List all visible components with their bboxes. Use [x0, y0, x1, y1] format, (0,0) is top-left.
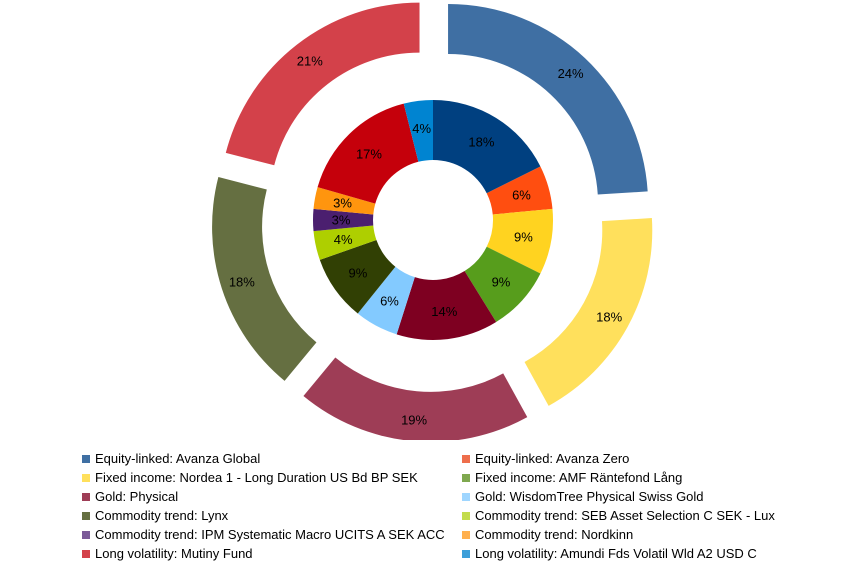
legend-swatch: [462, 549, 470, 558]
legend-entry: Equity-linked: Avanza Global: [82, 449, 462, 468]
legend-row: Commodity trend: IPM Systematic Macro UC…: [82, 525, 802, 544]
legend-entry: Fixed income: Nordea 1 - Long Duration U…: [82, 468, 462, 487]
outer-slice-5: [225, 2, 420, 166]
inner-slice-10: [313, 187, 376, 215]
inner-slice-8: [313, 225, 377, 260]
inner-slice-12: [403, 100, 433, 162]
legend-entry: Commodity trend: Nordkinn: [462, 525, 802, 544]
legend-entry: Long volatility: Amundi Fds Volatil Wld …: [462, 544, 802, 563]
inner-label-8: 4%: [334, 232, 353, 247]
legend-swatch: [462, 530, 470, 539]
legend-entry: Commodity trend: SEB Asset Selection C S…: [462, 506, 802, 525]
legend-entry: Gold: Physical: [82, 487, 462, 506]
inner-slice-7: [319, 239, 396, 314]
inner-slice-2: [486, 166, 553, 215]
inner-slice-5: [396, 271, 497, 340]
legend-swatch: [82, 454, 90, 463]
inner-ring: [312, 100, 554, 340]
outer-ring: [212, 2, 653, 440]
legend-row: Long volatility: Mutiny Fund Long volatil…: [82, 544, 802, 563]
inner-slice-9: [312, 208, 374, 232]
outer-label-3: 19%: [401, 413, 427, 428]
inner-slice-4: [464, 246, 541, 323]
legend-label: Equity-linked: Avanza Global: [95, 451, 261, 466]
legend-swatch: [82, 492, 90, 501]
inner-label-12: 4%: [412, 121, 431, 136]
inner-slice-11: [317, 103, 419, 204]
inner-label-1: 18%: [468, 134, 494, 149]
legend-swatch: [462, 511, 470, 520]
legend-label: Long volatility: Amundi Fds Volatil Wld …: [475, 546, 757, 561]
legend-swatch: [82, 473, 90, 482]
inner-slice-3: [486, 208, 554, 274]
legend-row: Fixed income: Nordea 1 - Long Duration U…: [82, 468, 802, 487]
inner-label-2: 6%: [512, 187, 531, 202]
inner-label-7: 9%: [349, 266, 368, 281]
inner-label-11: 17%: [356, 146, 382, 161]
legend-swatch: [82, 511, 90, 520]
outer-slice-2: [524, 218, 653, 406]
legend-row: Equity-linked: Avanza Global Equity-linke…: [82, 449, 802, 468]
legend-label: Equity-linked: Avanza Zero: [475, 451, 630, 466]
legend-entry: Commodity trend: IPM Systematic Macro UC…: [82, 525, 462, 544]
legend-entry: Equity-linked: Avanza Zero: [462, 449, 802, 468]
legend-entry: Long volatility: Mutiny Fund: [82, 544, 462, 563]
inner-label-4: 9%: [492, 274, 511, 289]
inner-label-6: 6%: [380, 294, 399, 309]
legend-label: Commodity trend: Nordkinn: [475, 527, 634, 542]
legend-swatch: [82, 530, 90, 539]
legend-entry: Fixed income: AMF Räntefond Lång: [462, 468, 802, 487]
outer-label-4: 18%: [229, 275, 255, 290]
inner-label-5: 14%: [431, 304, 457, 319]
legend-label: Fixed income: Nordea 1 - Long Duration U…: [95, 470, 418, 485]
legend-entry: Gold: WisdomTree Physical Swiss Gold: [462, 487, 802, 506]
legend-label: Fixed income: AMF Räntefond Lång: [475, 470, 683, 485]
outer-slice-4: [212, 177, 317, 381]
legend-label: Commodity trend: SEB Asset Selection C S…: [475, 508, 775, 523]
outer-slice-3: [303, 357, 528, 440]
legend: Equity-linked: Avanza Global Equity-linke…: [82, 449, 802, 563]
legend-label: Commodity trend: IPM Systematic Macro UC…: [95, 527, 445, 542]
legend-label: Gold: Physical: [95, 489, 179, 504]
legend-label: Gold: WisdomTree Physical Swiss Gold: [475, 489, 704, 504]
legend-label: Long volatility: Mutiny Fund: [95, 546, 253, 561]
legend-swatch: [462, 473, 470, 482]
inner-slice-1: [433, 100, 541, 194]
legend-swatch: [82, 549, 90, 558]
legend-row: Gold: Physical Gold: WisdomTree Physical …: [82, 487, 802, 506]
outer-label-5: 21%: [297, 54, 323, 69]
outer-label-1: 24%: [558, 66, 584, 81]
inner-label-3: 9%: [514, 229, 533, 244]
inner-label-9: 3%: [332, 213, 351, 228]
outer-slice-1: [448, 3, 648, 195]
data-labels: 24% 18% 19% 18% 21% 18% 6% 9% 9% 14% 6% 9% 4% 3% 3% 17%…: [229, 54, 623, 428]
legend-swatch: [462, 492, 470, 501]
inner-label-10: 3%: [333, 196, 352, 211]
inner-slice-6: [357, 266, 415, 335]
chart-canvas: 24% 18% 19% 18% 21% 18% 6% 9% 9% 14% 6% 9% 4% 3% 3% 17%…: [212, 2, 653, 440]
outer-label-2: 18%: [596, 309, 622, 324]
legend-swatch: [462, 454, 470, 463]
legend-row: Commodity trend: Lynx Commodity trend: SE…: [82, 506, 802, 525]
legend-entry: Commodity trend: Lynx: [82, 506, 462, 525]
legend-label: Commodity trend: Lynx: [95, 508, 229, 523]
